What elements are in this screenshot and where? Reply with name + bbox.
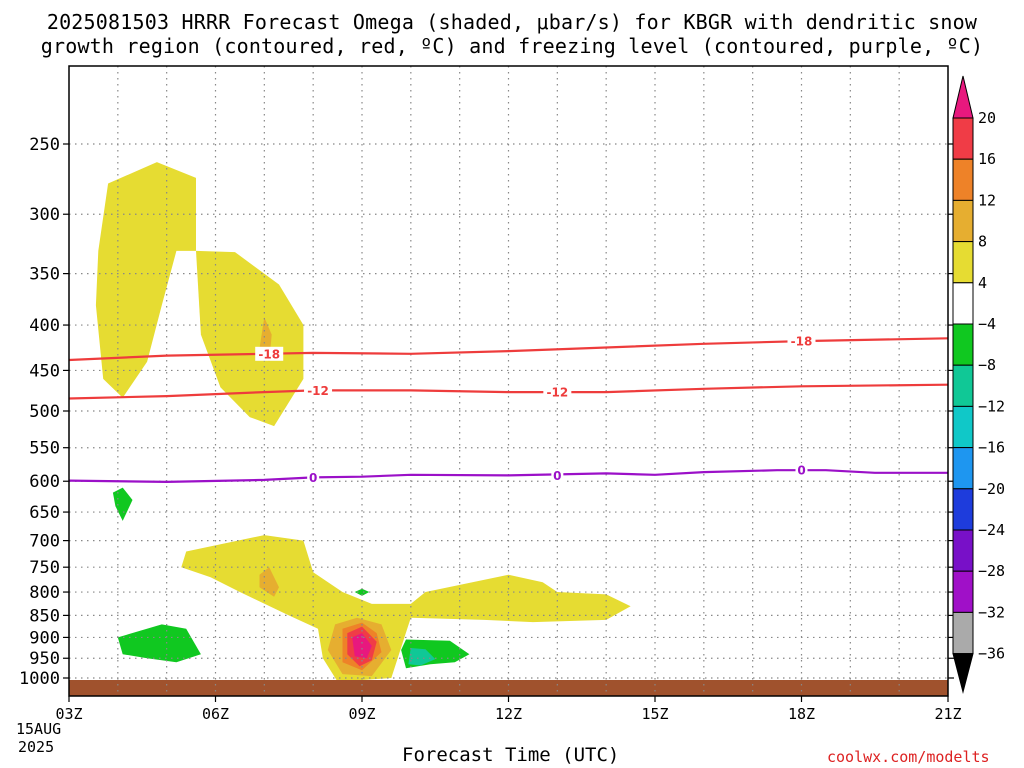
contour-label-bg <box>787 334 816 349</box>
colorbar-label-12: −32 <box>978 603 1005 621</box>
y-tick-label-450: 450 <box>29 361 60 381</box>
colorbar-label-9: −20 <box>978 480 1005 498</box>
x-tick-label-18Z: 18Z <box>788 705 815 723</box>
x-tick-label-06Z: 06Z <box>202 705 229 723</box>
colorbar-label-13: −36 <box>978 645 1005 663</box>
y-tick-label-850: 850 <box>29 606 60 626</box>
colorbar-label-3: 8 <box>978 233 987 251</box>
x-axis-title: Forecast Time (UTC) <box>402 744 620 766</box>
y-tick-label-650: 650 <box>29 503 60 523</box>
colorbar-label-4: 4 <box>978 274 987 292</box>
x-tick-label-09Z: 09Z <box>348 705 375 723</box>
y-tick-label-900: 900 <box>29 628 60 648</box>
contour-label-1-0: -12 <box>307 384 329 398</box>
contour-label-bg <box>543 385 572 400</box>
contour-label-bg <box>795 463 808 478</box>
plot-area: -18 -18 -12 -12 0 0 0 <box>69 66 948 696</box>
colorbar-segment-12 <box>952 611 974 655</box>
contour-line-1 <box>69 383 948 400</box>
y-tick-label-600: 600 <box>29 472 60 492</box>
omega-region-0 <box>95 162 196 398</box>
y-tick-label-950: 950 <box>29 649 60 669</box>
grid-lines <box>69 66 948 696</box>
colorbar-label-5: −4 <box>978 315 996 333</box>
contour-label-0-0: -18 <box>258 347 280 361</box>
omega-region-12 <box>112 487 133 521</box>
contour-label-0-1: -18 <box>791 335 813 349</box>
y-tick-label-750: 750 <box>29 558 60 578</box>
contour-label-bg <box>255 346 284 361</box>
colorbar-segment-10 <box>952 529 974 572</box>
omega-region-1 <box>196 250 304 427</box>
x-tick-label-12Z: 12Z <box>495 705 522 723</box>
omega-region-11 <box>408 648 436 666</box>
x-axis-date-year: 2025 <box>18 738 55 756</box>
colorbar-segment-8 <box>952 447 974 490</box>
y-tick-label-700: 700 <box>29 532 60 552</box>
colorbar-bottom-arrow <box>952 653 974 694</box>
colorbar: 20 16 12 8 4 −4 −8 −12 −16 −20 −24 −28 −32 −36 <box>952 75 1005 694</box>
credit-link[interactable]: coolwx.com/modelts <box>827 748 990 766</box>
x-tick-label-03Z: 03Z <box>55 705 82 723</box>
omega-region-3 <box>181 535 631 682</box>
y-tick-label-550: 550 <box>29 439 60 459</box>
colorbar-segment-2 <box>952 199 974 243</box>
omega-region-8 <box>352 633 372 659</box>
colorbar-segment-5 <box>952 323 974 366</box>
contour-label-2-1: 0 <box>553 469 561 483</box>
colorbar-label-7: −12 <box>978 397 1005 415</box>
omega-region-9 <box>117 624 201 663</box>
colorbar-segment-11 <box>952 570 974 613</box>
contour-label-bg <box>307 470 320 485</box>
x-tick-label-15Z: 15Z <box>641 705 668 723</box>
contour-label-2-0: 0 <box>309 471 317 485</box>
y-tick-label-400: 400 <box>29 316 60 336</box>
omega-region-13 <box>354 588 370 596</box>
colorbar-top-arrow <box>952 75 974 119</box>
colorbar-label-10: −24 <box>978 521 1005 539</box>
colorbar-label-8: −16 <box>978 439 1005 457</box>
colorbar-segment-7 <box>952 405 974 449</box>
y-tick-label-800: 800 <box>29 583 60 603</box>
colorbar-label-0: 20 <box>978 109 996 127</box>
colorbar-segment-4 <box>952 282 974 325</box>
colorbar-segment-3 <box>952 241 974 284</box>
colorbar-label-1: 16 <box>978 150 996 168</box>
y-tick-label-1000: 1000 <box>19 669 60 689</box>
x-tick-label-21Z: 21Z <box>934 705 961 723</box>
y-tick-label-500: 500 <box>29 402 60 422</box>
terrain-fill <box>69 680 948 696</box>
colorbar-label-2: 12 <box>978 191 996 209</box>
colorbar-label-6: −8 <box>978 356 996 374</box>
chart-title-line2: growth region (contoured, red, ºC) and f… <box>40 34 984 58</box>
colorbar-segment-1 <box>952 158 974 201</box>
colorbar-segment-9 <box>952 488 974 531</box>
contour-line-0 <box>69 337 948 362</box>
y-tick-label-300: 300 <box>29 205 60 225</box>
colorbar-segment-6 <box>952 364 974 407</box>
colorbar-label-11: −28 <box>978 562 1005 580</box>
contour-label-bg <box>551 468 564 483</box>
y-tick-label-350: 350 <box>29 265 60 285</box>
y-tick-label-250: 250 <box>29 135 60 155</box>
x-axis-date-day: 15AUG <box>16 720 62 738</box>
contour-label-2-2: 0 <box>797 464 805 478</box>
colorbar-segment-0 <box>952 117 974 160</box>
contour-label-1-1: -12 <box>546 386 568 400</box>
contour-label-bg <box>304 383 333 398</box>
chart-title-line1: 2025081503 HRRR Forecast Omega (shaded, … <box>46 10 978 34</box>
